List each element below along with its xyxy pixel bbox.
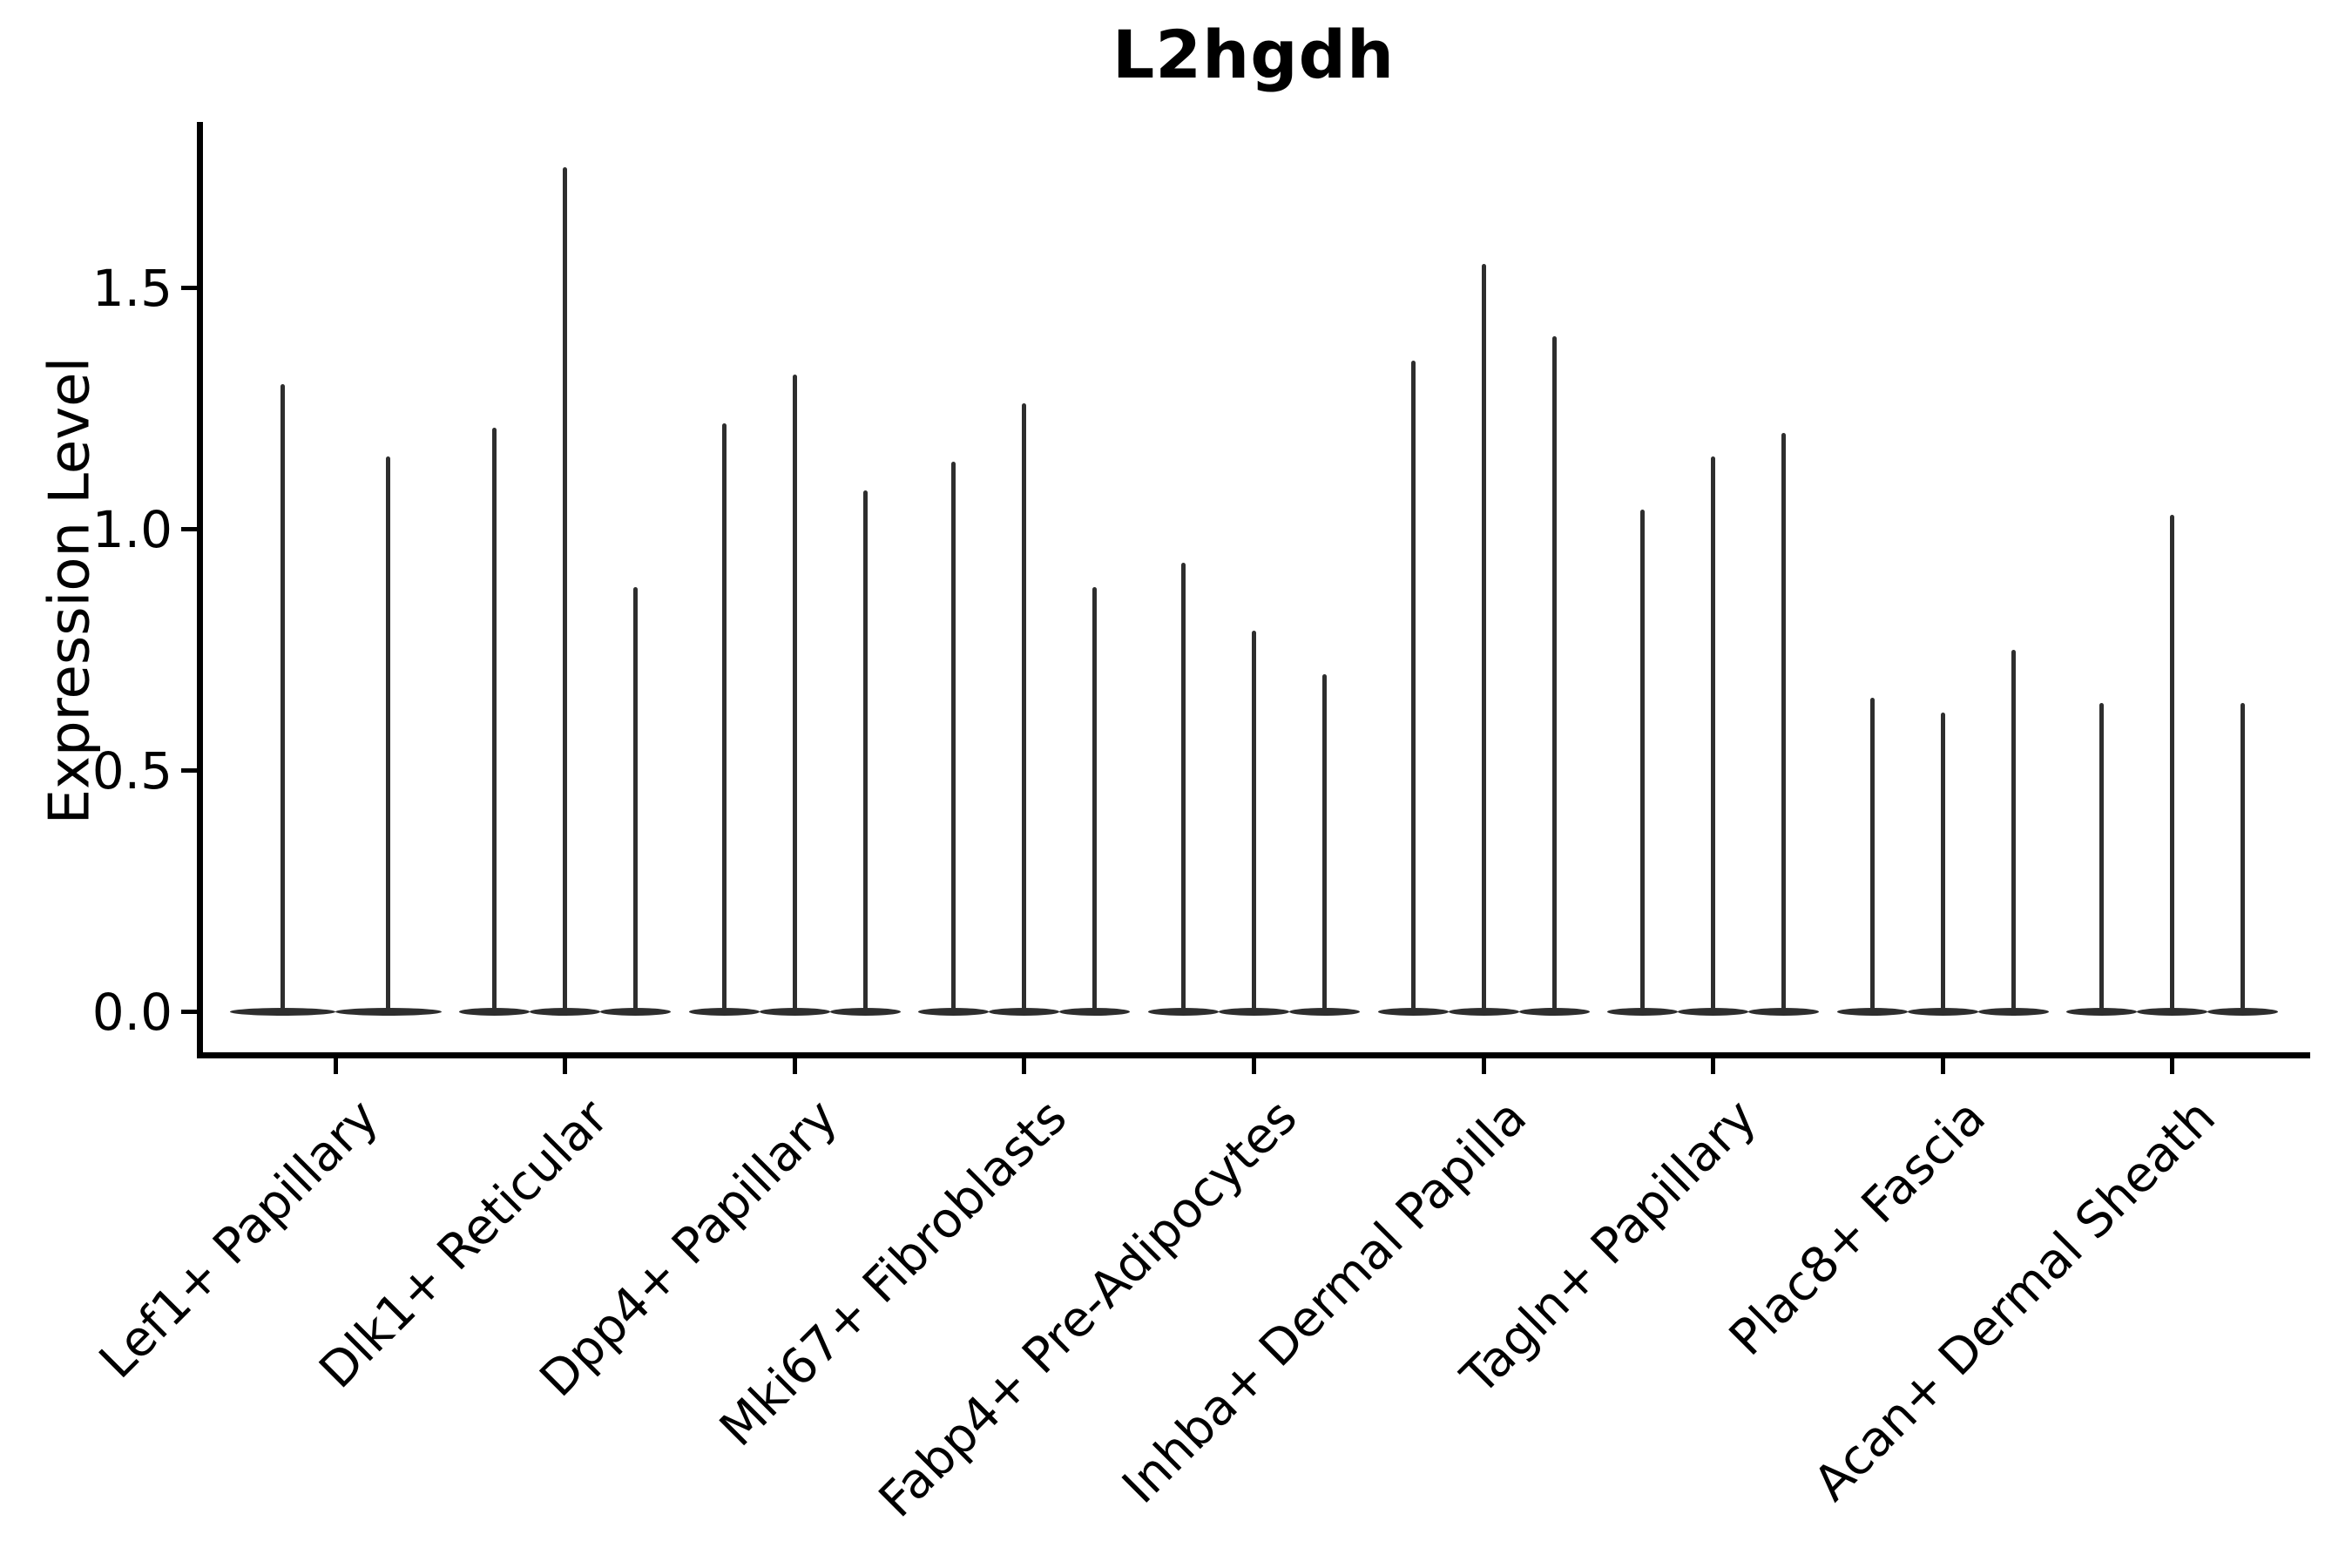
violin-spike: [1640, 510, 1646, 1016]
y-tick-label: 1.0: [91, 499, 172, 559]
violin-spike: [792, 375, 797, 1016]
chart-title: L2hgdh: [1112, 16, 1396, 93]
violin-spike: [1551, 335, 1557, 1016]
x-tick-label: Fabp4+ Pre-Adipocytes: [868, 1089, 1308, 1529]
violin-spike: [386, 456, 391, 1016]
y-tick-mark: [181, 1010, 197, 1014]
x-tick-label: Acan+ Dermal Sheath: [1803, 1089, 2227, 1512]
violin-spike: [1781, 432, 1787, 1016]
violin-spike: [2170, 514, 2175, 1016]
violin-spike: [492, 428, 497, 1016]
violin-spike: [721, 422, 727, 1016]
violin-spike: [1940, 713, 1945, 1016]
x-axis-spine: [197, 1052, 2310, 1058]
x-tick-label: Inhba+ Dermal Papilla: [1112, 1089, 1538, 1515]
y-tick-label: 0.5: [91, 740, 172, 801]
y-tick-label: 1.5: [91, 258, 172, 318]
violin-spike: [563, 167, 568, 1016]
violin-spike: [1022, 403, 1027, 1016]
violin-spike: [1180, 563, 1186, 1016]
violin-spike: [2011, 650, 2016, 1016]
violin-spike: [1251, 630, 1256, 1016]
x-tick-mark: [2170, 1058, 2175, 1074]
violin-spike: [951, 461, 956, 1016]
violin-spike: [1711, 456, 1716, 1016]
x-tick-mark: [1940, 1058, 1945, 1074]
violin-spike: [2240, 702, 2246, 1016]
y-tick-label: 0.0: [91, 982, 172, 1042]
violin-spike: [2099, 702, 2105, 1016]
y-axis-spine: [197, 122, 203, 1058]
violin-spike: [1321, 673, 1327, 1016]
x-tick-mark: [1022, 1058, 1027, 1074]
x-tick-mark: [792, 1058, 797, 1074]
x-tick-mark: [333, 1058, 338, 1074]
violin-spike: [280, 384, 285, 1016]
y-tick-mark: [181, 768, 197, 773]
violin-spike: [1410, 360, 1416, 1016]
violin-spike: [1869, 698, 1875, 1016]
y-tick-mark: [181, 527, 197, 531]
x-tick-mark: [1251, 1058, 1256, 1074]
x-tick-mark: [1711, 1058, 1716, 1074]
x-tick-mark: [1481, 1058, 1486, 1074]
violin-spike: [862, 490, 868, 1016]
violin-spike: [1092, 586, 1098, 1016]
x-tick-mark: [563, 1058, 568, 1074]
violin-spike: [633, 586, 639, 1016]
violin-spike: [1481, 263, 1486, 1016]
y-tick-mark: [181, 286, 197, 290]
